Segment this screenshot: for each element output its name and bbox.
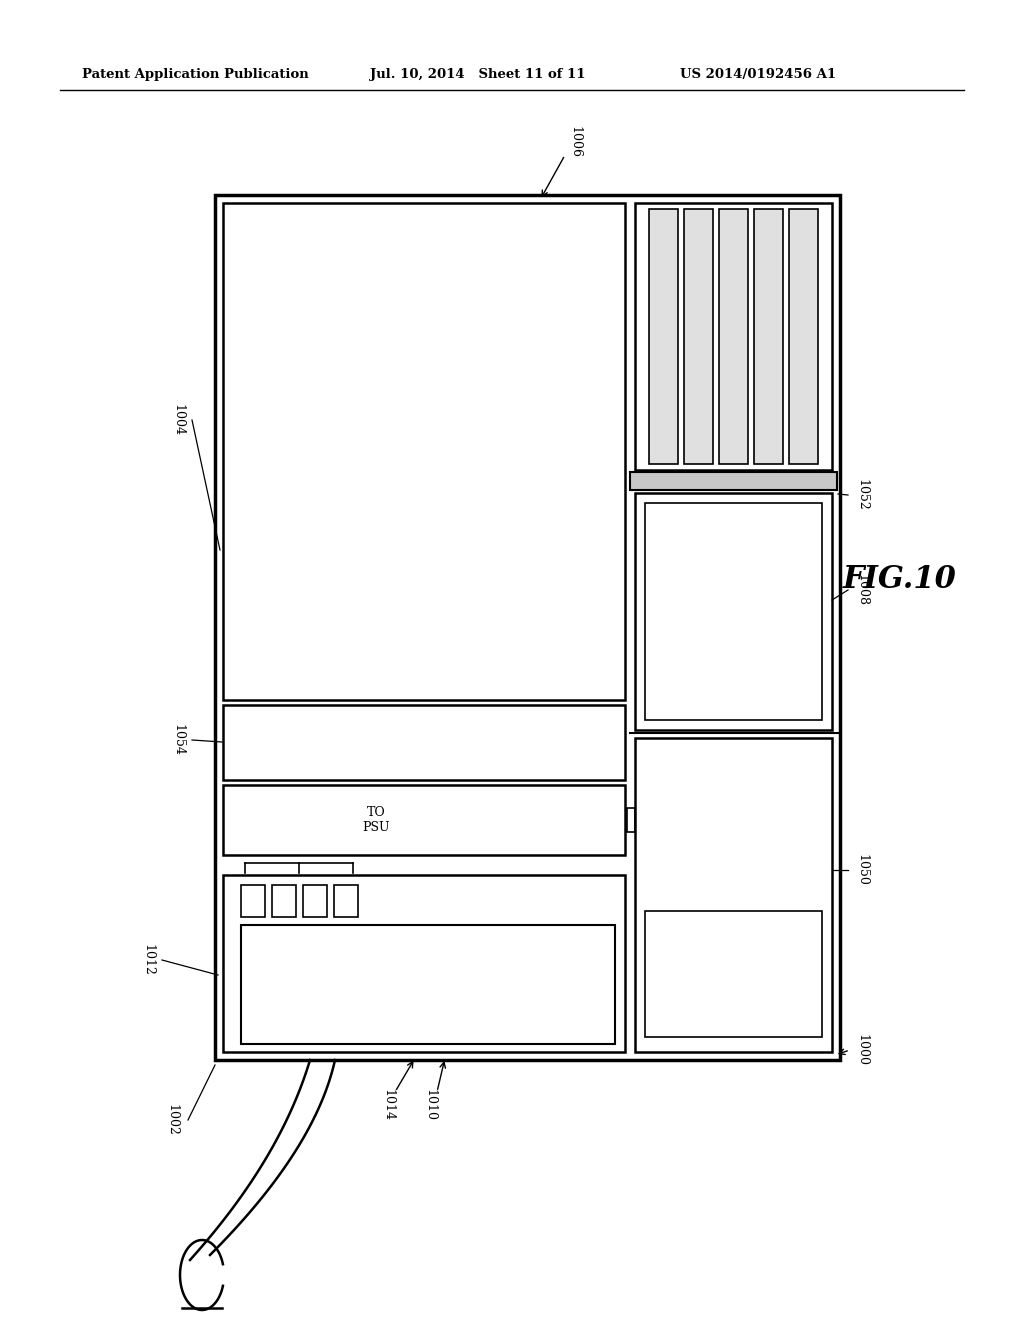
Bar bbox=[645, 911, 822, 1038]
Bar bbox=[790, 209, 818, 465]
Text: TO
PSU: TO PSU bbox=[362, 807, 389, 834]
Text: 1050: 1050 bbox=[855, 854, 868, 886]
Bar bbox=[223, 785, 625, 855]
Bar bbox=[649, 209, 678, 465]
Bar bbox=[684, 209, 713, 465]
Bar bbox=[215, 195, 840, 1060]
Text: Jul. 10, 2014   Sheet 11 of 11: Jul. 10, 2014 Sheet 11 of 11 bbox=[370, 69, 586, 81]
Text: FIG.10: FIG.10 bbox=[843, 565, 957, 595]
Bar bbox=[627, 808, 635, 832]
Bar bbox=[630, 473, 837, 490]
Bar bbox=[635, 203, 831, 470]
Bar bbox=[719, 209, 748, 465]
Bar bbox=[272, 884, 296, 917]
Text: Patent Application Publication: Patent Application Publication bbox=[82, 69, 309, 81]
Text: 1006: 1006 bbox=[568, 125, 582, 158]
Bar bbox=[241, 925, 615, 1044]
Bar bbox=[241, 884, 265, 917]
Text: 1000: 1000 bbox=[855, 1034, 868, 1067]
Bar bbox=[635, 738, 831, 1052]
Text: 1052: 1052 bbox=[855, 479, 868, 511]
Text: 1008: 1008 bbox=[855, 574, 868, 606]
Text: 1010: 1010 bbox=[424, 1089, 436, 1121]
Bar bbox=[223, 705, 625, 780]
Text: 1012: 1012 bbox=[141, 944, 155, 975]
Bar bbox=[645, 503, 822, 719]
Bar bbox=[635, 492, 831, 730]
Bar bbox=[223, 875, 625, 1052]
Bar bbox=[223, 203, 625, 700]
Bar bbox=[334, 884, 358, 917]
Text: 1002: 1002 bbox=[166, 1104, 178, 1137]
Text: US 2014/0192456 A1: US 2014/0192456 A1 bbox=[680, 69, 837, 81]
Text: 1004: 1004 bbox=[171, 404, 184, 436]
Bar bbox=[754, 209, 783, 465]
Text: 1054: 1054 bbox=[171, 725, 184, 756]
Bar bbox=[303, 884, 327, 917]
Text: 1014: 1014 bbox=[382, 1089, 394, 1121]
